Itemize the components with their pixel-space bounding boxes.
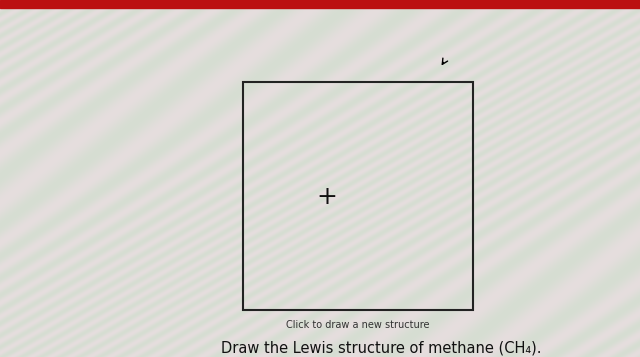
Text: +: + (317, 185, 337, 209)
Text: Click to draw a new structure: Click to draw a new structure (286, 320, 429, 330)
Text: Draw the Lewis structure of methane (CH₄).: Draw the Lewis structure of methane (CH₄… (221, 341, 541, 356)
Bar (0, 0, 640, 8)
Bar (243, 82, 473, 310)
